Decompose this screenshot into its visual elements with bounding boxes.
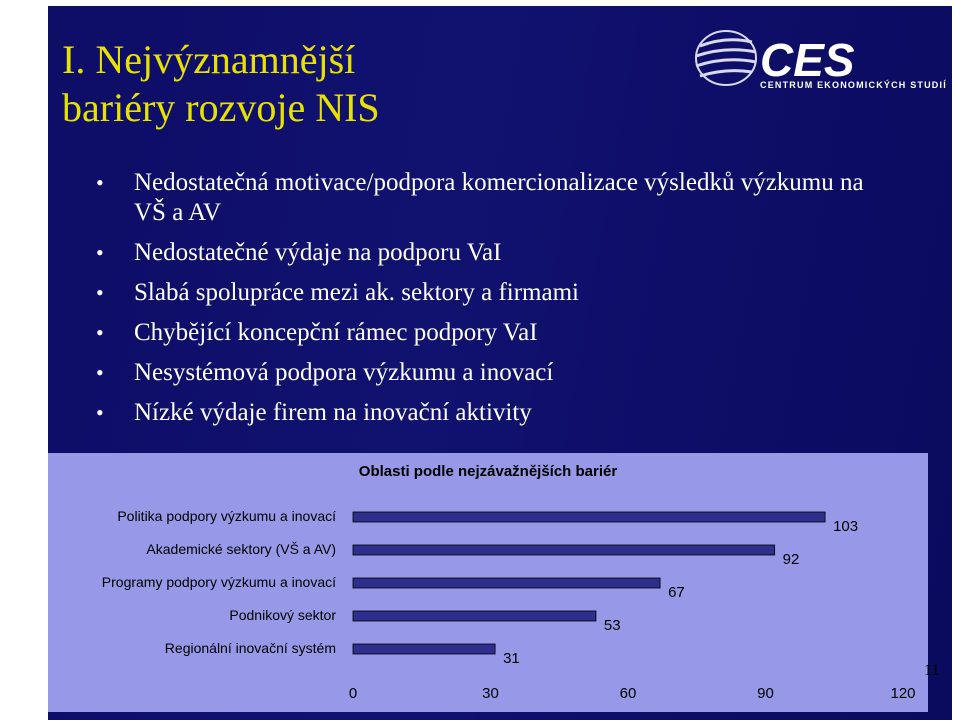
category-label: Regionální inovační systém	[164, 640, 336, 656]
x-tick-label: 0	[349, 685, 357, 702]
slide-title-line2: bariéry rozvoje NIS	[62, 85, 380, 130]
left-margin	[0, 0, 48, 720]
data-label: 92	[783, 551, 800, 568]
bullet-text: Nízké výdaje firem na inovační aktivity	[134, 399, 532, 426]
bullet-text: Nedostatečné výdaje na podporu VaI	[134, 239, 502, 266]
logo-text: CES	[760, 34, 855, 86]
bar	[352, 544, 776, 556]
bullet-icon: •	[96, 360, 104, 385]
category-label: Akademické sektory (VŠ a AV)	[146, 541, 336, 557]
bar	[352, 643, 496, 655]
bullet-icon: •	[96, 400, 104, 425]
bullet-item: • Nedostatečné výdaje na podporu VaI	[96, 238, 896, 268]
slide-title-line1: I. Nejvýznamnější	[62, 37, 356, 82]
bullet-icon: •	[96, 240, 104, 265]
globe-icon	[695, 30, 757, 86]
data-label: 53	[604, 617, 621, 634]
bullet-list: • Nedostatečná motivace/podpora komercion…	[96, 168, 896, 438]
right-margin	[952, 0, 960, 720]
ces-logo: CES	[695, 30, 855, 86]
chart-plot: 103 92 67 53 31 0 30 60 90 120	[349, 511, 916, 702]
x-tick-label: 120	[890, 685, 915, 702]
bar	[352, 610, 597, 622]
bullet-item: • Nedostatečná motivace/podpora komercion…	[96, 168, 896, 228]
logo-tagline: CENTRUM EKONOMICKÝCH STUDIÍ	[760, 80, 947, 90]
bullet-icon: •	[96, 280, 104, 305]
chart-title: Oblasti podle nejzávažnějších bariér	[358, 463, 618, 480]
data-label: 31	[503, 650, 520, 667]
bullet-item: • Nízké výdaje firem na inovační aktivity	[96, 398, 896, 428]
x-tick-label: 60	[620, 685, 637, 702]
data-label: 67	[668, 584, 685, 601]
bullet-item: • Chybějící koncepční rámec podpory VaI	[96, 318, 896, 348]
category-label: Politika podpory výzkumu a inovací	[117, 508, 336, 524]
x-tick-label: 30	[482, 685, 499, 702]
category-label: Podnikový sektor	[229, 607, 336, 623]
bullet-item: • Nesystémová podpora výzkumu a inovací	[96, 358, 896, 388]
data-label: 103	[833, 518, 858, 535]
bar	[352, 511, 826, 523]
category-label: Programy podpory výzkumu a inovací	[101, 574, 336, 590]
barrier-chart: Oblasti podle nejzávažnějších bariér Pol…	[48, 453, 928, 712]
bullet-icon: •	[96, 170, 104, 195]
bullet-text: Nedostatečná motivace/podpora komerciona…	[134, 169, 864, 226]
bullet-text: Nesystémová podpora výzkumu a inovací	[134, 359, 554, 386]
bullet-text: Chybějící koncepční rámec podpory VaI	[134, 319, 538, 346]
bar	[352, 577, 661, 589]
bullet-icon: •	[96, 320, 104, 345]
x-tick-label: 90	[757, 685, 774, 702]
bullet-item: • Slabá spolupráce mezi ak. sektory a fir…	[96, 278, 896, 308]
bullet-text: Slabá spolupráce mezi ak. sektory a firm…	[134, 279, 579, 306]
slide-title: I. Nejvýznamnější bariéry rozvoje NIS	[62, 36, 622, 132]
page-number: 11	[924, 662, 940, 679]
top-margin	[0, 0, 960, 6]
